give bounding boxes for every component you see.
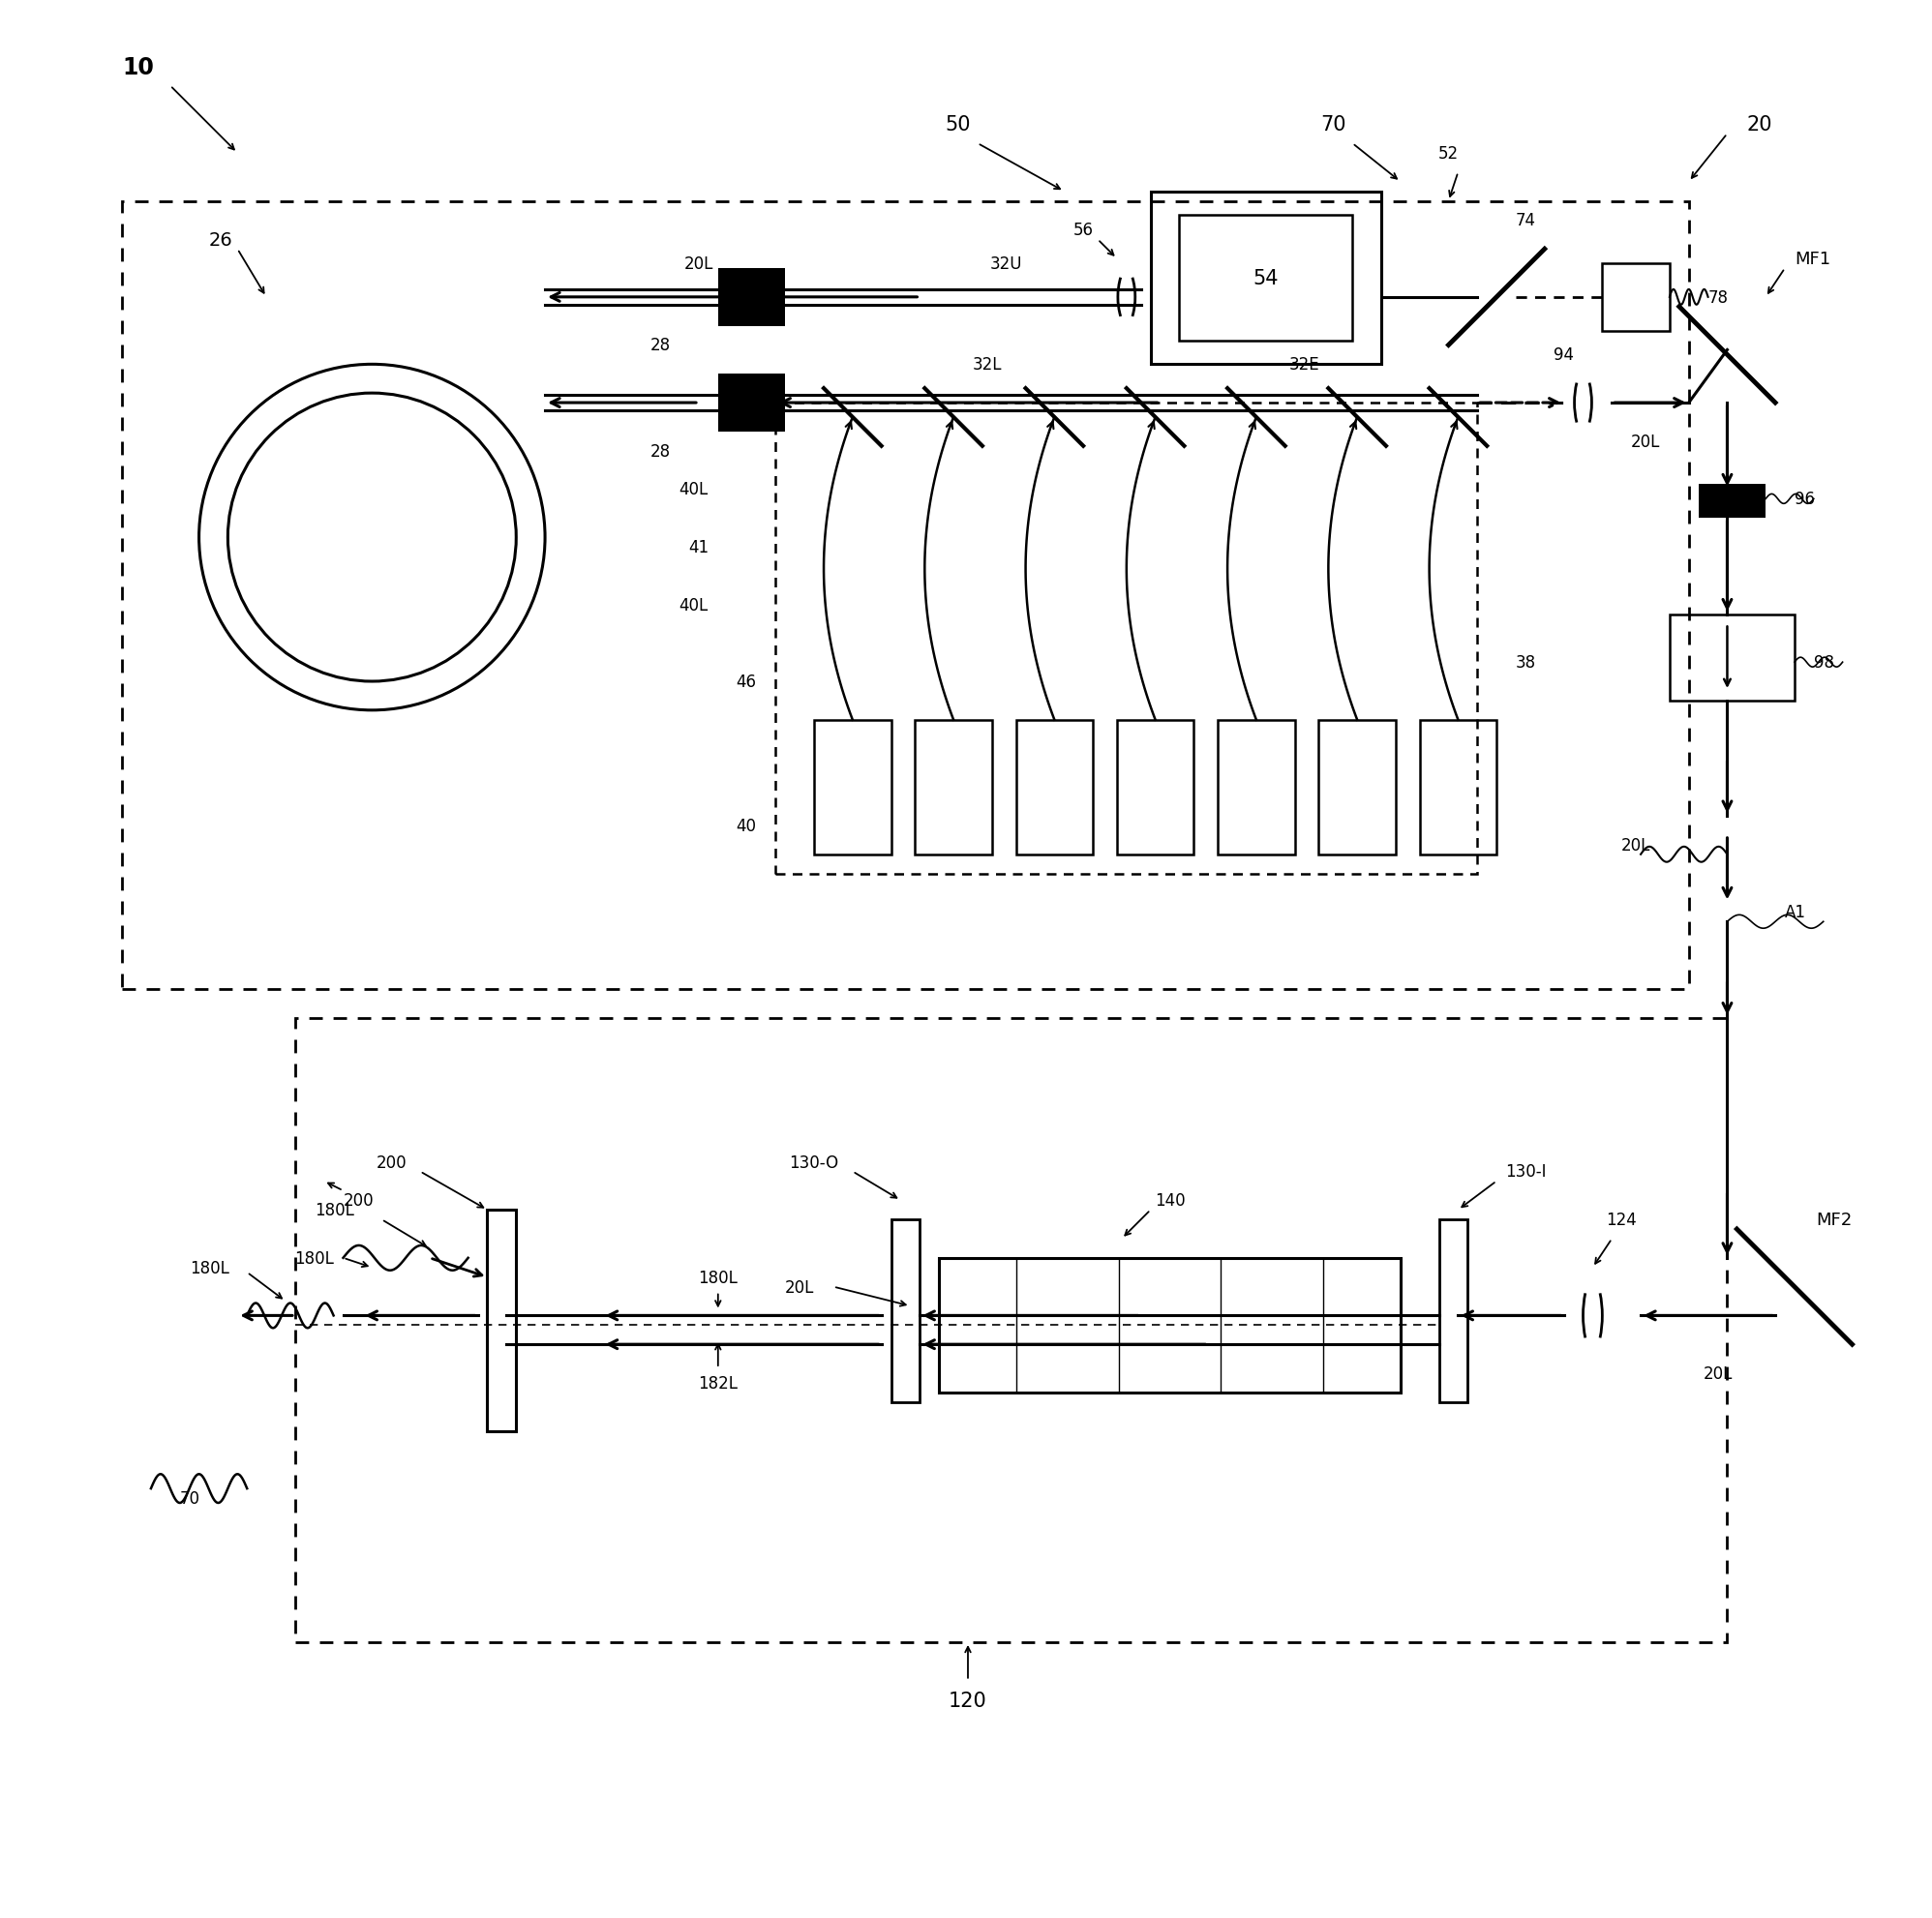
Bar (1179, 217, 1352, 341)
Bar (719, 269, 784, 326)
Bar (1217, 721, 1294, 855)
Bar (122, 201, 1689, 990)
Text: 28: 28 (651, 443, 670, 460)
Bar (813, 721, 891, 855)
Text: 180L: 180L (294, 1249, 334, 1268)
Bar (1420, 721, 1497, 855)
Text: 200: 200 (377, 1153, 406, 1170)
Text: 70: 70 (180, 1490, 201, 1508)
Bar (891, 1220, 920, 1402)
Bar (916, 721, 991, 855)
Text: 32E: 32E (1289, 357, 1320, 374)
Text: 56: 56 (1072, 222, 1094, 240)
Text: 41: 41 (688, 539, 709, 556)
Text: 20L: 20L (684, 255, 713, 272)
Text: 130-I: 130-I (1505, 1162, 1546, 1180)
Text: 180L: 180L (315, 1201, 354, 1218)
Text: 124: 124 (1605, 1210, 1636, 1228)
Text: 78: 78 (1708, 290, 1729, 307)
Bar (1016, 721, 1094, 855)
Bar (296, 1018, 1727, 1642)
Text: 94: 94 (1553, 347, 1575, 364)
Text: 20: 20 (1747, 115, 1772, 134)
Text: 120: 120 (949, 1690, 987, 1709)
Text: 52: 52 (1437, 146, 1459, 163)
Text: 40L: 40L (680, 596, 709, 614)
Text: 54: 54 (1254, 269, 1279, 288)
Text: 200: 200 (344, 1191, 373, 1208)
Text: 70: 70 (1320, 115, 1347, 134)
Text: 28: 28 (651, 338, 670, 355)
Text: 20L: 20L (784, 1277, 813, 1297)
Text: 50: 50 (945, 115, 972, 134)
Text: 180L: 180L (189, 1258, 230, 1277)
Bar (1439, 1220, 1468, 1402)
Bar (1602, 265, 1669, 332)
Text: 32L: 32L (972, 357, 1003, 374)
Text: MF2: MF2 (1816, 1210, 1853, 1228)
Text: 38: 38 (1517, 654, 1536, 671)
Bar (719, 374, 784, 432)
Text: 182L: 182L (697, 1375, 738, 1392)
Text: 40L: 40L (680, 481, 709, 499)
Text: 74: 74 (1517, 213, 1536, 230)
Bar (939, 1258, 1401, 1392)
Text: 140: 140 (1155, 1191, 1184, 1208)
Text: MF1: MF1 (1795, 251, 1830, 269)
Bar (1151, 192, 1381, 364)
Bar (1669, 614, 1795, 702)
Bar (1698, 485, 1766, 518)
Text: 20L: 20L (1702, 1366, 1733, 1383)
Bar (1117, 721, 1194, 855)
Text: 10: 10 (122, 56, 155, 79)
Text: 98: 98 (1814, 654, 1833, 671)
Text: 46: 46 (736, 673, 757, 690)
Bar (775, 403, 1478, 875)
Bar (1320, 721, 1395, 855)
Text: 180L: 180L (697, 1268, 738, 1287)
Text: 20L: 20L (1631, 433, 1660, 451)
Text: 40: 40 (736, 817, 757, 834)
Text: A1: A1 (1785, 903, 1806, 921)
Text: 20L: 20L (1621, 836, 1650, 854)
Text: 26: 26 (209, 230, 232, 249)
Text: 130-O: 130-O (790, 1153, 838, 1170)
Text: 96: 96 (1795, 491, 1814, 508)
Text: 32U: 32U (991, 255, 1022, 272)
Bar (487, 1210, 516, 1431)
